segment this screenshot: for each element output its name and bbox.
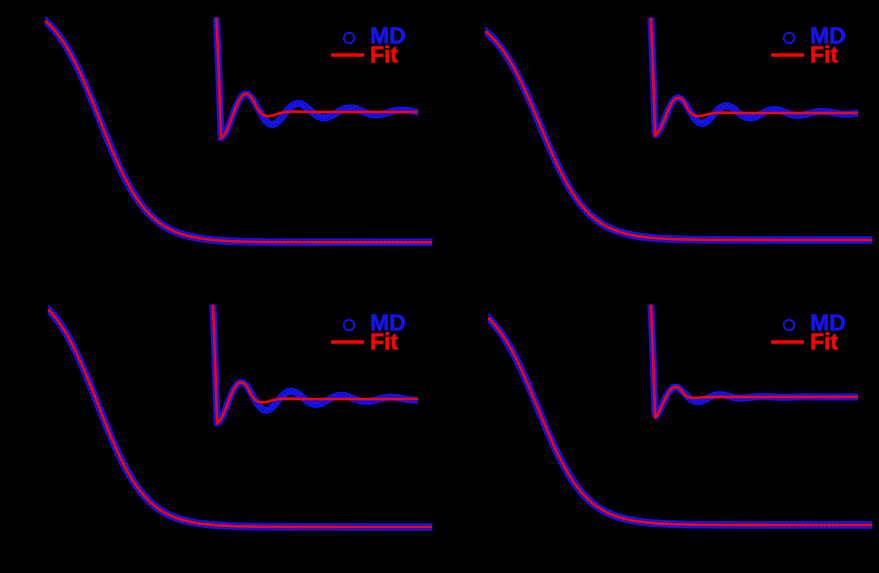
svg-text:Fit: Fit: [370, 329, 398, 355]
svg-text:Fit: Fit: [810, 42, 838, 68]
svg-text:Fit: Fit: [810, 329, 838, 355]
svg-text:Fit: Fit: [370, 42, 398, 68]
